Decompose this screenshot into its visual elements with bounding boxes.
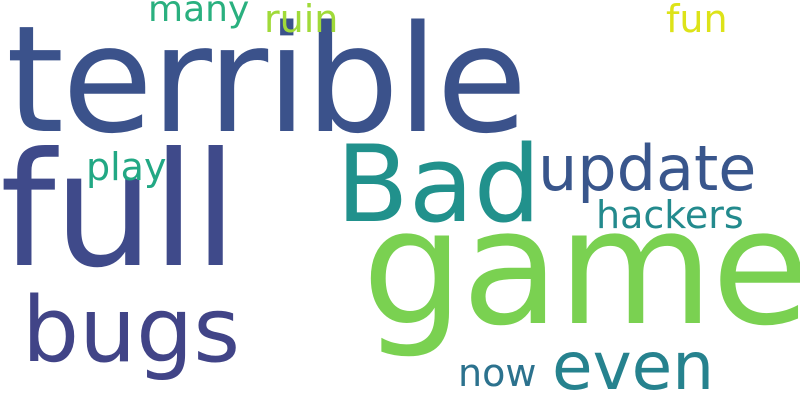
word-fun: fun <box>666 0 728 41</box>
word-hackers: hackers <box>596 193 744 237</box>
word-bad: Bad <box>336 123 541 246</box>
word-game: game <box>362 174 800 361</box>
word-update: update <box>538 132 757 205</box>
word-full: full <box>0 119 238 303</box>
word-now: now <box>458 351 537 395</box>
word-many: many <box>148 0 250 30</box>
word-even: even <box>552 328 715 400</box>
word-bugs: bugs <box>22 278 241 383</box>
word-terrible: terrible <box>6 0 527 166</box>
word-ruin: ruin <box>264 0 339 41</box>
word-play: play <box>86 145 167 189</box>
